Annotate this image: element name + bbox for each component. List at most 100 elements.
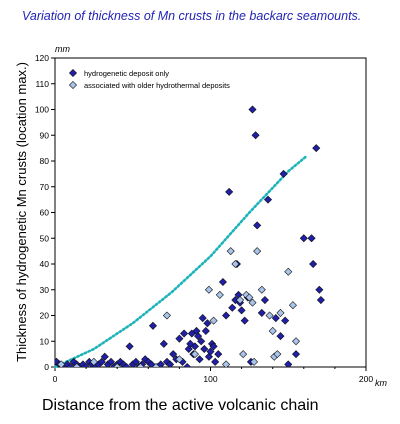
- x-axis-unit: km: [375, 378, 388, 388]
- data-point: [288, 301, 297, 310]
- x-axis-label: Distance from the active volcanic chain: [42, 397, 319, 414]
- data-point: [242, 290, 251, 299]
- axes-group: 0 10 20 30 40 50 60 70 80 90 100 110 120 0 100 200: [35, 53, 374, 384]
- data-point: [248, 105, 257, 114]
- x-tick-label: 200: [359, 374, 373, 384]
- data-point: [125, 342, 134, 351]
- data-point: [162, 311, 171, 320]
- data-point: [57, 360, 66, 367]
- data-point: [253, 247, 262, 256]
- x-tick-label: 0: [53, 374, 58, 384]
- data-point: [211, 357, 220, 366]
- data-point: [195, 355, 204, 364]
- y-tick-label: 60: [40, 208, 50, 218]
- data-point: [315, 285, 324, 294]
- data-point: [209, 316, 218, 325]
- data-point: [175, 355, 184, 364]
- data-point: [100, 352, 109, 361]
- legend: hydrogenetic deposit only associated with…: [68, 68, 230, 90]
- data-point: [218, 278, 227, 287]
- y-tick-label: 80: [40, 156, 50, 166]
- data-point: [273, 350, 282, 359]
- data-point: [166, 360, 175, 367]
- data-point: [276, 308, 285, 317]
- data-point: [225, 187, 234, 196]
- data-point: [82, 362, 91, 367]
- data-point: [276, 332, 285, 341]
- y-tick-label: 20: [40, 311, 50, 321]
- data-point: [284, 267, 293, 276]
- data-point: [250, 357, 259, 366]
- data-point: [268, 326, 277, 335]
- data-point: [141, 355, 150, 364]
- data-point: [215, 290, 224, 299]
- data-point: [222, 360, 231, 367]
- data-point: [237, 306, 246, 315]
- data-point: [198, 314, 207, 323]
- y-tick-label: 10: [40, 336, 50, 346]
- data-point: [169, 350, 178, 359]
- data-point: [186, 339, 195, 348]
- data-point: [245, 293, 254, 302]
- data-point: [159, 339, 168, 348]
- data-point: [239, 350, 248, 359]
- y-axis-label: Thickness of hydrogenetic Mn crusts (loc…: [14, 62, 29, 362]
- data-point: [72, 362, 81, 367]
- data-points-group: [55, 105, 325, 367]
- data-point: [316, 296, 325, 305]
- data-point: [312, 144, 321, 153]
- data-point: [292, 337, 301, 346]
- data-point: [251, 131, 260, 140]
- data-point: [206, 347, 215, 356]
- data-point: [180, 329, 189, 338]
- y-axis-unit: mm: [55, 44, 70, 54]
- chart-title: Variation of thickness of Mn crusts in t…: [22, 9, 362, 23]
- data-point: [271, 314, 280, 323]
- x-tick-label: 100: [203, 374, 217, 384]
- data-point: [190, 350, 199, 359]
- data-point: [66, 362, 75, 367]
- data-point: [231, 259, 240, 269]
- data-point: [203, 319, 212, 328]
- data-point: [147, 360, 156, 367]
- data-point: [106, 357, 116, 366]
- series-with-hydrothermal: [57, 247, 301, 367]
- y-tick-label: 30: [40, 285, 50, 295]
- y-tick-label: 120: [35, 53, 49, 63]
- data-point: [240, 316, 249, 325]
- y-tick-label: 70: [40, 182, 50, 192]
- data-point: [279, 169, 288, 178]
- data-point: [226, 247, 235, 256]
- data-point: [309, 259, 318, 269]
- data-point: [97, 357, 106, 366]
- data-point: [209, 342, 218, 351]
- data-point: [148, 321, 157, 330]
- legend-label: hydrogenetic deposit only: [84, 69, 169, 78]
- y-tick-label: 50: [40, 233, 50, 243]
- data-point: [253, 221, 262, 230]
- data-point: [190, 342, 199, 351]
- data-point: [265, 311, 274, 320]
- y-tick-label: 40: [40, 259, 50, 269]
- y-tick-label: 110: [35, 79, 49, 89]
- data-point: [236, 296, 245, 305]
- data-point: [257, 308, 266, 317]
- trend-curve: [53, 154, 309, 369]
- data-point: [299, 234, 308, 243]
- trend-curve-group: [53, 154, 309, 369]
- series-hydrogenetic-only: [55, 105, 325, 367]
- data-point: [131, 357, 140, 366]
- data-point: [152, 362, 161, 367]
- data-point: [136, 362, 145, 367]
- data-point: [248, 298, 257, 307]
- data-point: [55, 357, 61, 366]
- data-point: [307, 234, 316, 243]
- data-point: [222, 311, 231, 320]
- data-point: [194, 332, 203, 341]
- data-point: [184, 344, 193, 353]
- data-point: [89, 357, 98, 366]
- data-point: [257, 285, 266, 294]
- data-point: [204, 352, 213, 361]
